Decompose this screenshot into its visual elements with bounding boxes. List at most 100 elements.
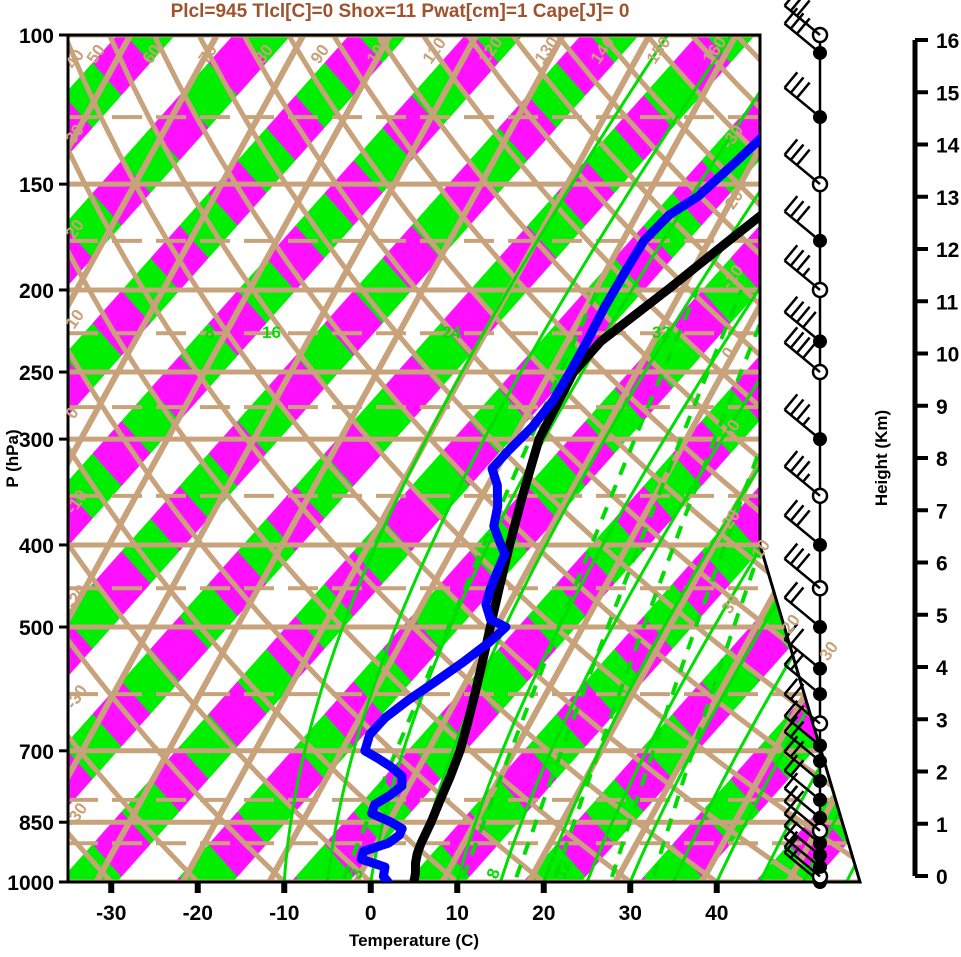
wind-barb-full xyxy=(783,71,799,89)
temperature-tick-label: -30 xyxy=(96,902,126,925)
height-tick-label: 13 xyxy=(936,187,959,210)
temperature-tick-label: 30 xyxy=(619,902,642,925)
height-tick-label: 11 xyxy=(936,291,959,314)
wind-barb-full xyxy=(783,450,799,468)
temperature-tick-label: 20 xyxy=(532,902,555,925)
plot-border xyxy=(66,33,863,884)
wind-barb-half xyxy=(802,416,811,426)
pressure-tick-label: 500 xyxy=(19,617,54,640)
height-tick-label: 2 xyxy=(936,762,948,785)
pressure-tick-label: 150 xyxy=(19,174,54,197)
wind-barb-full xyxy=(795,509,811,527)
wind-barb-staff xyxy=(783,596,821,628)
mixing-ratio-label: 8 xyxy=(205,323,214,342)
height-axis-title: Height (Km) xyxy=(872,410,891,506)
wind-barb-column xyxy=(783,0,829,889)
temperature-tick-label: 0 xyxy=(365,902,377,925)
wind-barb-full xyxy=(783,648,799,666)
wind-barb-full xyxy=(783,542,799,560)
height-tick-label: 7 xyxy=(936,500,948,523)
wind-barb-half xyxy=(789,810,799,820)
pressure-tick-label: 700 xyxy=(19,741,54,764)
wind-barb-full xyxy=(795,17,811,35)
wind-barb-full xyxy=(783,295,799,313)
wind-barb-full xyxy=(789,740,805,758)
height-tick-label: 16 xyxy=(936,30,959,53)
height-tick-label: 4 xyxy=(936,657,948,680)
wind-barb-half xyxy=(802,473,811,483)
mixing-ratio-label: 24 xyxy=(442,323,461,342)
y-axis-title: P (hPa) xyxy=(3,429,22,487)
wind-barb-staff xyxy=(783,846,821,878)
wind-barb-full xyxy=(795,336,811,354)
height-tick-label: 8 xyxy=(936,448,948,471)
pressure-tick-label: 1000 xyxy=(7,872,54,895)
pressure-tick-label: 850 xyxy=(19,812,54,835)
wind-barb-full xyxy=(789,398,805,416)
wind-barb-full xyxy=(795,205,811,223)
temperature-tick-label: -10 xyxy=(269,902,299,925)
height-tick-label: 3 xyxy=(936,709,948,732)
wind-barb-staff xyxy=(783,311,821,343)
wind-barb-full xyxy=(783,715,799,733)
wind-barb-half xyxy=(802,267,811,277)
wind-barb-full xyxy=(795,552,811,570)
wind-barb-full xyxy=(789,683,805,701)
wind-barb-full xyxy=(789,249,805,267)
wind-barb-full xyxy=(789,331,805,349)
wind-barb-full xyxy=(789,586,805,604)
wind-barb-full xyxy=(783,735,799,753)
temperature-tick-label: 10 xyxy=(446,902,469,925)
height-tick-label: 0 xyxy=(936,866,948,889)
wind-barb-staff xyxy=(783,693,821,725)
wind-barb-full xyxy=(783,138,799,156)
wind-barb-full xyxy=(795,254,811,272)
wind-barb-full xyxy=(783,754,799,772)
pressure-tick-label: 100 xyxy=(19,25,54,48)
pressure-tick-label: 300 xyxy=(19,429,54,452)
mixing-ratio-label: 16 xyxy=(262,323,281,342)
wind-barb-staff xyxy=(783,836,821,868)
wind-barb-full xyxy=(795,306,811,324)
height-tick-label: 1 xyxy=(936,814,948,837)
wind-barb-full xyxy=(783,623,799,641)
wind-barb-full xyxy=(795,148,811,166)
wind-barb-full xyxy=(789,0,802,12)
height-tick-label: 12 xyxy=(936,239,959,262)
wind-barb-full xyxy=(789,547,805,565)
wind-barb-full xyxy=(783,195,799,213)
wind-barb-full xyxy=(789,200,805,218)
wind-barb-full xyxy=(789,720,805,738)
temperature-tick-label: -20 xyxy=(183,902,213,925)
wind-barb-staff xyxy=(783,557,821,590)
wind-barb-full xyxy=(789,759,805,777)
wind-barb-full xyxy=(795,0,811,17)
pressure-tick-label: 200 xyxy=(19,280,54,303)
height-tick-label: 10 xyxy=(936,344,959,367)
wind-barb-full xyxy=(789,76,805,94)
height-tick-label: 5 xyxy=(936,605,948,628)
wind-barb-staff xyxy=(783,259,821,291)
wind-barb-full xyxy=(783,499,799,517)
wind-barb-full xyxy=(789,504,805,522)
height-tick-label: 6 xyxy=(936,553,948,576)
wind-barb-full xyxy=(783,326,799,344)
wind-barb-full xyxy=(783,0,791,7)
wind-barb-full xyxy=(783,7,799,25)
height-tick-label: 9 xyxy=(936,396,948,419)
wind-barb-full xyxy=(789,12,805,30)
height-tick-label: 15 xyxy=(936,82,960,105)
pressure-tick-label: 400 xyxy=(19,535,54,558)
wind-barb-full xyxy=(802,311,817,329)
wind-barb-full xyxy=(802,341,817,359)
wind-barb-full xyxy=(789,628,805,646)
wind-barb-full xyxy=(795,460,811,478)
x-axis-title: Temperature (C) xyxy=(349,931,479,950)
wind-barb-full xyxy=(783,772,799,790)
mixing-ratio-label: 32 xyxy=(652,323,671,342)
wind-barb-full xyxy=(789,143,805,161)
wind-barb-full xyxy=(795,403,811,421)
